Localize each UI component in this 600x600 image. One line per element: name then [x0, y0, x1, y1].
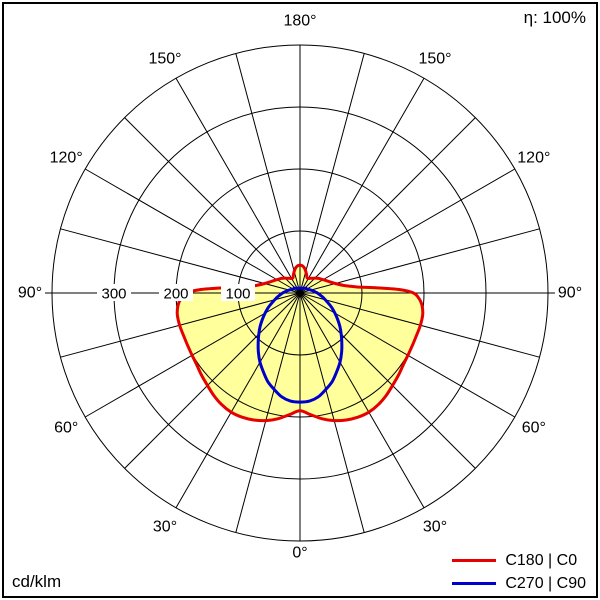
angle-label-120-left: 120°: [50, 150, 83, 167]
legend: C180 | C0 C270 | C90: [452, 551, 586, 593]
radial-tick-bg-200: [159, 284, 193, 301]
radial-tick-bg-300: [97, 284, 131, 301]
efficiency-label: η: 100%: [523, 8, 586, 27]
angle-label-120-right: 120°: [517, 150, 550, 167]
curve-1: [256, 286, 344, 404]
angle-label-90-left: 90°: [18, 285, 42, 302]
angle-label-150-left: 150°: [148, 51, 181, 68]
unit-label: cd/klm: [12, 572, 62, 591]
radial-tick-label-300: 300: [101, 286, 126, 303]
legend-line-c270-c90: [452, 582, 497, 585]
legend-item-c270-c90: C270 | C90: [452, 574, 586, 593]
angle-label-90-right: 90°: [558, 285, 582, 302]
angle-label-60-left: 60°: [54, 420, 78, 437]
angle-label-30-right: 30°: [423, 518, 447, 535]
legend-line-c180-c0: [452, 559, 497, 562]
radial-tick-bg-100: [221, 284, 255, 301]
legend-item-c180-c0: C180 | C0: [452, 551, 586, 570]
legend-label-c270-c90: C270 | C90: [505, 574, 586, 592]
curve-0: [175, 263, 425, 423]
angle-label-0: 0°: [292, 545, 307, 562]
radial-tick-label-200: 200: [163, 286, 188, 303]
grid-circle-400: [51, 44, 549, 542]
radial-tick-label-100: 100: [225, 286, 250, 303]
angle-label-180: 180°: [283, 13, 316, 30]
angle-label-30-left: 30°: [153, 518, 177, 535]
legend-label-c180-c0: C180 | C0: [505, 551, 578, 569]
angle-label-150-right: 150°: [418, 51, 451, 68]
angle-label-60-right: 60°: [522, 420, 546, 437]
